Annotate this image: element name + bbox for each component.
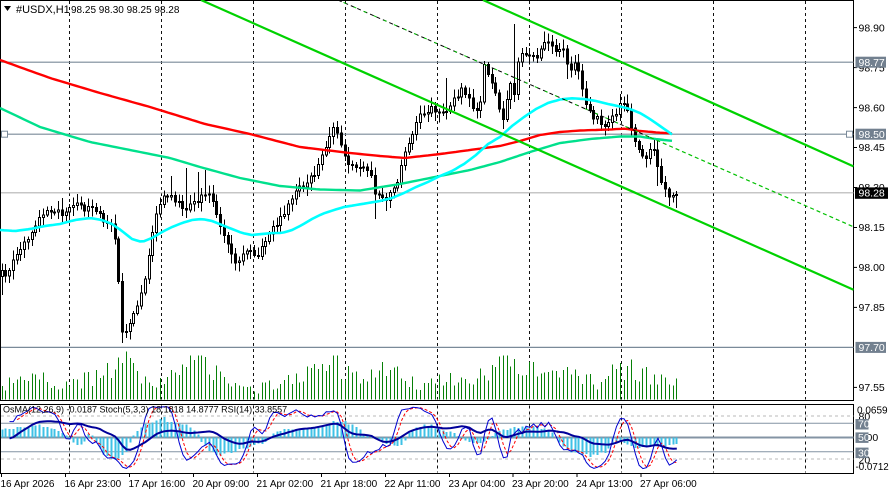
svg-text:30: 30 (858, 447, 870, 459)
svg-text:23 Apr 20:00: 23 Apr 20:00 (512, 479, 569, 490)
svg-text:0.0659: 0.0659 (857, 405, 888, 416)
svg-text:00: 00 (867, 432, 879, 444)
svg-text:98.15: 98.15 (859, 222, 885, 234)
svg-text:98.60: 98.60 (859, 102, 885, 114)
svg-text:50: 50 (858, 432, 870, 444)
svg-text:97.70: 97.70 (859, 342, 885, 354)
svg-text:17 Apr 16:00: 17 Apr 16:00 (129, 479, 186, 490)
svg-text:98.77: 98.77 (859, 57, 885, 69)
svg-text:98.50: 98.50 (859, 129, 885, 141)
svg-text:27 Apr 06:00: 27 Apr 06:00 (640, 479, 697, 490)
svg-text:23 Apr 04:00: 23 Apr 04:00 (449, 479, 506, 490)
svg-text:24 Apr 13:00: 24 Apr 13:00 (576, 479, 633, 490)
svg-text:70: 70 (858, 419, 870, 431)
svg-text:98.25 98.30 98.25 98.28: 98.25 98.30 98.25 98.28 (71, 5, 180, 16)
svg-text:16 Apr 23:00: 16 Apr 23:00 (65, 479, 122, 490)
svg-text:16 Apr 2026: 16 Apr 2026 (1, 479, 55, 490)
svg-text:22 Apr 11:00: 22 Apr 11:00 (385, 479, 441, 490)
svg-text:97.85: 97.85 (859, 302, 885, 314)
svg-text:21 Apr 02:00: 21 Apr 02:00 (257, 479, 314, 490)
svg-text:98.90: 98.90 (859, 22, 885, 34)
svg-text:98.45: 98.45 (859, 142, 885, 154)
svg-text:-0.0712: -0.0712 (856, 462, 889, 473)
svg-text:20: 20 (859, 454, 871, 466)
svg-text:97.55: 97.55 (859, 382, 885, 394)
svg-text:98.28: 98.28 (859, 188, 885, 200)
svg-text:20 Apr 09:00: 20 Apr 09:00 (193, 479, 250, 490)
svg-text:21 Apr 18:00: 21 Apr 18:00 (321, 479, 378, 490)
svg-text:OsMA(12,26,9) -0.0187 Stoch(5: OsMA(12,26,9) -0.0187 Stoch(5,3,3) 18.18… (3, 405, 287, 415)
svg-text:98.00: 98.00 (859, 262, 885, 274)
svg-text:#USDX,H1: #USDX,H1 (16, 4, 70, 16)
svg-text:80: 80 (859, 411, 871, 423)
